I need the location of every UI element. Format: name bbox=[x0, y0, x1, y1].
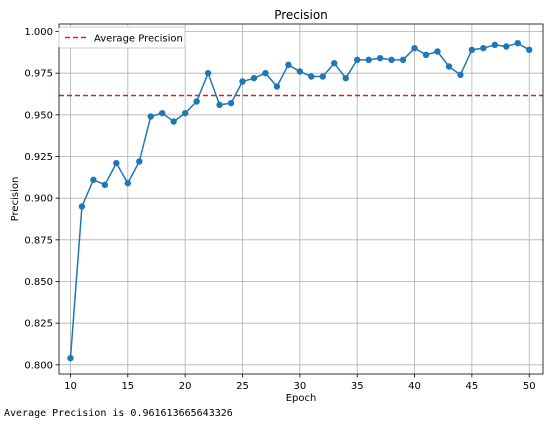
data-point bbox=[262, 69, 269, 77]
data-point bbox=[503, 43, 510, 50]
data-point bbox=[227, 99, 235, 107]
data-point bbox=[353, 56, 361, 64]
y-tick-label: 0.850 bbox=[24, 277, 53, 288]
data-point bbox=[159, 109, 166, 117]
data-point bbox=[434, 48, 441, 55]
data-point bbox=[296, 68, 304, 75]
data-point bbox=[411, 44, 418, 52]
data-point bbox=[124, 179, 132, 187]
x-tick-label: 45 bbox=[466, 381, 479, 392]
data-point bbox=[468, 46, 476, 54]
data-point bbox=[136, 158, 143, 165]
data-point bbox=[376, 54, 384, 62]
data-point bbox=[491, 41, 499, 49]
x-axis-label: Epoch bbox=[286, 393, 317, 404]
data-point bbox=[331, 59, 338, 67]
legend-label: Average Precision bbox=[94, 34, 183, 45]
y-tick-label: 0.950 bbox=[24, 110, 53, 121]
data-point bbox=[250, 74, 258, 82]
data-point bbox=[90, 176, 97, 184]
y-tick-label: 0.800 bbox=[24, 360, 53, 371]
data-point bbox=[526, 46, 533, 54]
data-point bbox=[514, 39, 521, 47]
x-tick-label: 30 bbox=[293, 381, 306, 392]
data-point bbox=[457, 71, 464, 79]
y-axis-label: Precision bbox=[10, 177, 21, 222]
legend-box bbox=[58, 26, 186, 49]
data-point bbox=[342, 74, 349, 82]
data-point bbox=[204, 69, 212, 77]
series-group bbox=[67, 39, 533, 362]
data-point bbox=[308, 73, 315, 80]
y-tick-label: 0.825 bbox=[24, 319, 53, 330]
data-point bbox=[101, 181, 109, 189]
y-tick-label: 0.925 bbox=[24, 152, 53, 163]
x-tick-label: 10 bbox=[64, 381, 77, 392]
precision-chart: Precision Epoch Precision 10 15 20 25 30 35 40… bbox=[0, 0, 550, 405]
data-point bbox=[445, 63, 453, 70]
data-point bbox=[319, 73, 326, 80]
chart-background bbox=[0, 0, 550, 405]
data-point bbox=[170, 118, 177, 125]
data-point bbox=[113, 159, 120, 167]
data-point bbox=[216, 101, 223, 109]
y-tick-label: 0.900 bbox=[24, 194, 53, 205]
x-tick-label: 25 bbox=[236, 381, 249, 392]
chart-title: Precision bbox=[274, 8, 328, 22]
data-point bbox=[78, 203, 86, 210]
data-point bbox=[239, 78, 246, 85]
data-point bbox=[399, 56, 407, 64]
legend: Average Precision bbox=[58, 26, 186, 49]
plot-frame bbox=[58, 23, 544, 375]
x-tick-label: 50 bbox=[523, 381, 536, 392]
x-tick-label: 15 bbox=[121, 381, 134, 392]
y-tick-label: 0.875 bbox=[24, 235, 53, 246]
data-point bbox=[480, 44, 487, 52]
data-point bbox=[273, 83, 281, 90]
data-point bbox=[365, 56, 372, 64]
data-point bbox=[181, 109, 189, 117]
data-point bbox=[388, 56, 395, 64]
y-tick-label: 1.000 bbox=[24, 27, 53, 38]
x-tick-label: 35 bbox=[351, 381, 364, 392]
data-point bbox=[422, 51, 430, 59]
x-tick-label: 20 bbox=[179, 381, 192, 392]
output-text: Average Precision is 0.961613665643326 bbox=[4, 408, 233, 419]
axes-group: 10 15 20 25 30 35 40 45 50 0.800 0.825 0.850 0.875 0.… bbox=[24, 23, 544, 392]
data-point bbox=[67, 354, 74, 362]
grid-lines bbox=[59, 24, 543, 374]
data-point bbox=[193, 98, 200, 105]
data-point bbox=[285, 61, 292, 69]
x-tick-label: 40 bbox=[408, 381, 421, 392]
data-point bbox=[147, 113, 154, 120]
y-tick-label: 0.975 bbox=[24, 69, 53, 80]
